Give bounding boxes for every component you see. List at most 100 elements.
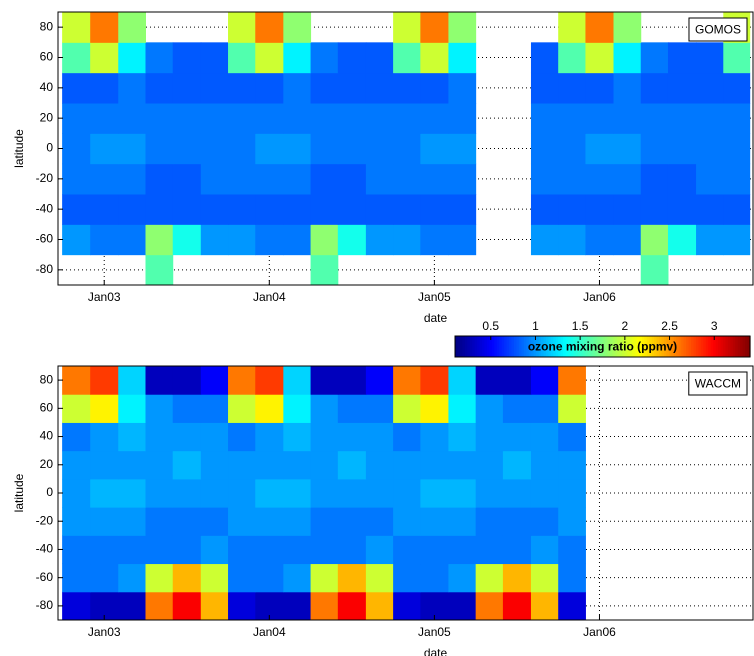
heatmap-cell [475, 450, 504, 480]
heatmap-cell [393, 42, 421, 74]
heatmap-cell [337, 194, 367, 225]
heatmap-cell [448, 563, 477, 593]
colorbar-swatch [541, 336, 545, 357]
x-tick-label: Jan05 [418, 290, 451, 304]
heatmap-cell [283, 194, 312, 225]
heatmap-cell [90, 103, 119, 134]
heatmap-cell [420, 450, 449, 480]
colorbar-swatch [582, 336, 586, 357]
heatmap-cell [90, 478, 119, 508]
y-tick-label: -60 [36, 570, 54, 584]
heatmap-cell [585, 224, 615, 256]
colorbar-swatch [722, 336, 727, 357]
heatmap-cell [613, 163, 642, 195]
colorbar-swatch [491, 336, 495, 357]
colorbar-swatch [536, 336, 540, 357]
heatmap-cell [172, 422, 202, 452]
heatmap-cell [255, 507, 284, 536]
heatmap-cell [393, 507, 421, 536]
heatmap-cell [145, 133, 174, 165]
colorbar-swatch [671, 336, 675, 357]
heatmap-cell [558, 563, 586, 593]
heatmap-cell [502, 478, 532, 508]
heatmap-cell [585, 194, 615, 225]
heatmap-cell [448, 450, 477, 480]
colorbar-swatch [617, 336, 621, 357]
heatmap-cell [393, 133, 421, 165]
heatmap-cell [723, 103, 751, 134]
colorbar-swatch [649, 336, 653, 357]
heatmap-cell [90, 507, 119, 536]
colorbar-swatch [563, 336, 567, 357]
colorbar-swatch [683, 336, 687, 357]
heatmap-cell [255, 103, 284, 134]
heatmap-cell [420, 163, 449, 195]
heatmap-cell [393, 535, 421, 565]
colorbar-swatch [472, 336, 476, 357]
heatmap-cell [337, 72, 367, 104]
y-axis-label: latitude [12, 129, 26, 168]
heatmap-cell [283, 12, 312, 43]
heatmap-cell [696, 72, 724, 104]
heatmap-cell [420, 72, 449, 104]
heatmap-cell [613, 224, 642, 256]
colorbar-swatch [455, 336, 459, 357]
heatmap-cell [255, 133, 284, 165]
colorbar-swatch [609, 336, 613, 357]
colorbar-swatch [659, 336, 663, 357]
heatmap-cell [145, 478, 174, 508]
colorbar-swatch [464, 336, 468, 357]
heatmap-cell [530, 194, 559, 225]
heatmap-cell [200, 194, 229, 225]
colorbar-swatch [656, 336, 660, 357]
heatmap-cell [90, 563, 119, 593]
colorbar-swatch [747, 336, 751, 357]
heatmap-cell [420, 12, 449, 43]
colorbar-tick-label: 1 [532, 319, 539, 333]
heatmap-cell [228, 194, 256, 225]
heatmap-cell [723, 163, 751, 195]
heatmap-cell [393, 72, 421, 104]
heatmap-cell [145, 72, 174, 104]
colorbar-swatch [577, 336, 581, 357]
heatmap-cell [640, 194, 669, 225]
x-tick-label: Jan06 [583, 290, 616, 304]
heatmap-cell [420, 563, 449, 593]
heatmap-cell [90, 12, 119, 43]
heatmap-cell [558, 224, 586, 256]
y-tick-label: -40 [36, 201, 54, 215]
heatmap-cell [475, 591, 504, 620]
colorbar-swatch [506, 336, 510, 357]
heatmap-cell [145, 450, 174, 480]
heatmap-cell [310, 563, 339, 593]
heatmap-cells [62, 12, 751, 285]
heatmap-cell [118, 450, 146, 480]
heatmap-cell [365, 478, 394, 508]
heatmap-cell [558, 535, 586, 565]
heatmap-cell [172, 507, 202, 536]
heatmap-cell [172, 366, 202, 395]
heatmap-cell [448, 42, 477, 74]
heatmap-cell [172, 478, 202, 508]
colorbar-swatch [575, 336, 579, 357]
colorbar-swatch [509, 336, 513, 357]
heatmap-cell [255, 478, 284, 508]
heatmap-cell [530, 394, 559, 423]
y-tick-label: 80 [40, 19, 54, 33]
heatmap-cell [365, 507, 394, 536]
heatmap-cell [337, 394, 367, 423]
heatmap-cell [228, 224, 256, 256]
heatmap-cell [585, 42, 615, 74]
heatmap-cell [145, 394, 174, 423]
heatmap-cell [200, 394, 229, 423]
heatmap-cell [200, 133, 229, 165]
heatmap-cell [448, 535, 477, 565]
heatmap-cell [200, 103, 229, 134]
heatmap-cell [200, 72, 229, 104]
heatmap-cell [530, 478, 559, 508]
heatmap-cell [502, 450, 532, 480]
heatmap-cell [667, 224, 697, 256]
heatmap-cell [448, 224, 477, 256]
heatmap-cell [228, 507, 256, 536]
heatmap-cell [118, 563, 146, 593]
